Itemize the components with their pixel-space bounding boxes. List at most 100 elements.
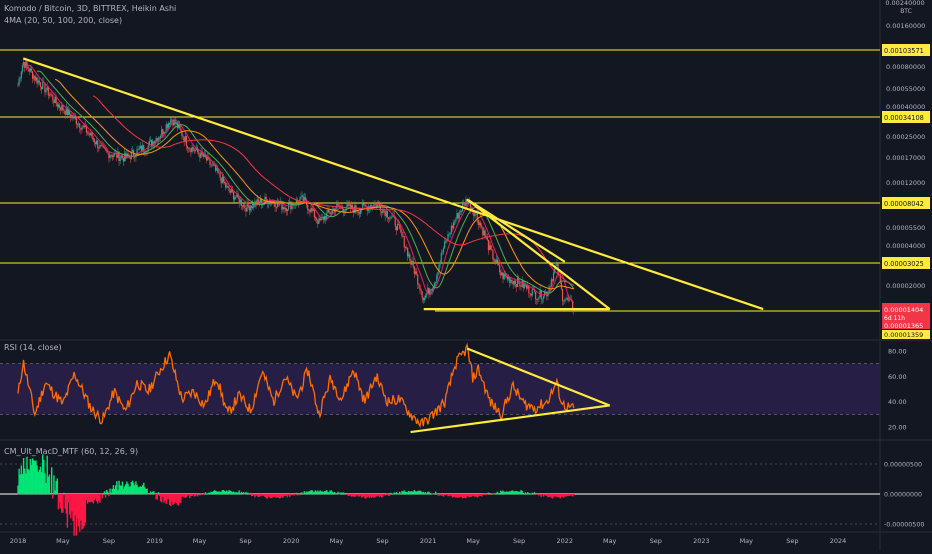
- candle: [498, 264, 499, 265]
- candle: [492, 250, 493, 259]
- macd-bar: [157, 494, 158, 500]
- time-axis-tick: Sep: [239, 537, 251, 545]
- candle: [509, 277, 510, 283]
- candle: [543, 296, 544, 298]
- candle: [98, 148, 99, 149]
- candle: [203, 154, 204, 156]
- candle: [420, 290, 421, 292]
- candle: [556, 263, 557, 265]
- candle: [111, 155, 112, 156]
- candle: [47, 87, 48, 90]
- candle: [358, 212, 359, 213]
- candle: [425, 296, 426, 298]
- candle: [444, 242, 445, 249]
- time-axis-tick: May: [466, 537, 480, 545]
- candle: [550, 286, 551, 287]
- candle: [542, 299, 543, 300]
- candle: [249, 206, 250, 210]
- rsi-axis-tick: 40.00: [888, 398, 907, 406]
- candle: [40, 82, 41, 86]
- candle: [266, 197, 267, 200]
- candle: [94, 139, 95, 142]
- macd-bar: [337, 492, 338, 495]
- candle: [434, 283, 435, 286]
- candle: [29, 69, 30, 72]
- candle: [504, 274, 505, 280]
- candle: [455, 219, 456, 222]
- candle: [431, 290, 432, 291]
- macd-bar: [105, 494, 106, 498]
- candle: [313, 209, 314, 211]
- candle: [258, 199, 259, 201]
- time-axis-tick: May: [56, 537, 70, 545]
- price-axis-tick: 0.00025000: [886, 133, 925, 141]
- candle: [417, 274, 418, 284]
- candle: [222, 177, 223, 184]
- chart-title: Komodo / Bitcoin, 3D, BITTREX, Heikin As…: [4, 4, 176, 13]
- candle: [493, 259, 494, 261]
- candle: [461, 211, 462, 212]
- candle: [347, 204, 348, 206]
- candle: [363, 204, 364, 205]
- candle: [225, 183, 226, 187]
- macd-bar: [396, 492, 397, 494]
- candle: [83, 126, 84, 127]
- candle: [408, 254, 409, 256]
- candle: [474, 214, 475, 216]
- candle: [387, 211, 388, 217]
- candle: [410, 260, 411, 264]
- candle: [401, 232, 402, 236]
- candle: [532, 289, 533, 295]
- candle: [331, 213, 332, 214]
- candle: [282, 207, 283, 209]
- candle: [510, 280, 511, 283]
- candle: [491, 249, 492, 250]
- moving-average-line: [37, 71, 574, 293]
- candle: [90, 133, 91, 135]
- candle: [41, 87, 42, 89]
- candle: [96, 141, 97, 144]
- macd-bar: [52, 494, 53, 498]
- candle: [419, 285, 420, 290]
- candle: [319, 218, 320, 220]
- candle: [170, 120, 171, 125]
- macd-bar: [243, 492, 244, 494]
- candle: [451, 226, 452, 234]
- rsi-axis-tick: 80.00: [888, 348, 907, 356]
- candle: [381, 211, 382, 213]
- candle: [405, 247, 406, 248]
- candle: [480, 223, 481, 226]
- candle: [436, 275, 437, 282]
- candle: [483, 230, 484, 235]
- candle: [112, 155, 113, 157]
- candle: [333, 209, 334, 210]
- candle: [34, 76, 35, 80]
- time-axis-tick: Sep: [513, 537, 525, 545]
- candle: [139, 149, 140, 150]
- candle: [176, 123, 177, 124]
- candle: [53, 100, 54, 103]
- candle: [95, 142, 96, 144]
- candle: [63, 110, 64, 111]
- candle: [33, 76, 34, 78]
- candle: [409, 254, 410, 260]
- candle: [531, 294, 532, 296]
- macd-bar: [99, 494, 100, 503]
- candle: [24, 62, 25, 68]
- macd-axis-tick: 0.00000000: [884, 492, 922, 499]
- time-axis-tick: 2018: [10, 537, 27, 545]
- candle: [400, 229, 401, 232]
- candle: [102, 146, 103, 147]
- candle: [144, 151, 145, 152]
- candle: [328, 210, 329, 212]
- candle: [17, 85, 18, 86]
- rsi-band: [0, 364, 880, 415]
- candle: [437, 272, 438, 275]
- candle: [150, 140, 151, 141]
- candle: [214, 165, 215, 166]
- candle: [502, 273, 503, 279]
- candle: [501, 273, 502, 276]
- price-axis-tick: 0.00055000: [886, 85, 925, 93]
- candle: [224, 182, 225, 183]
- candle: [418, 284, 419, 285]
